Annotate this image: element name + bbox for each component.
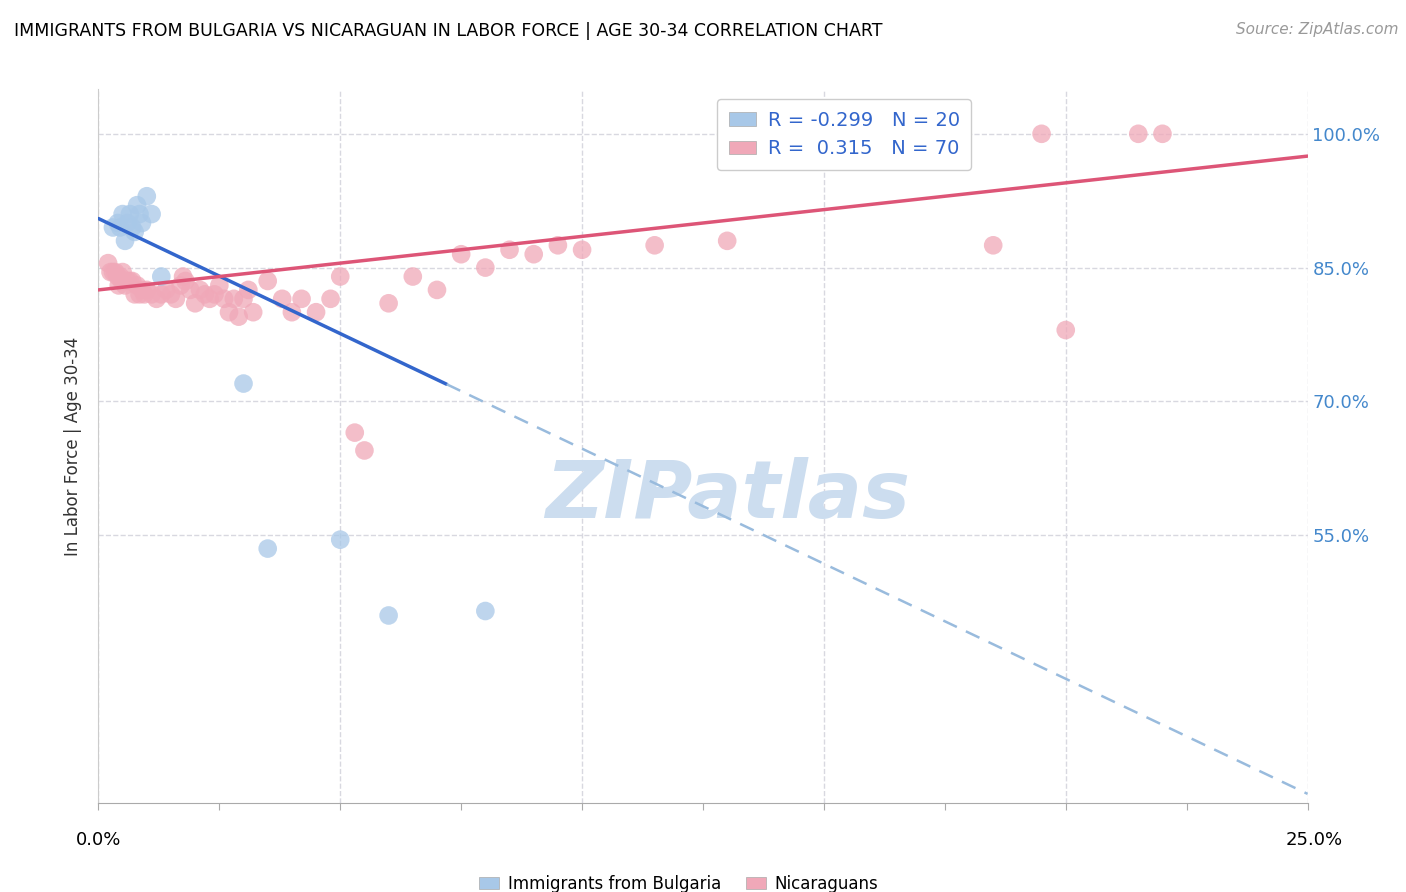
Point (111, 274, 134, 288)
Point (238, 283, 260, 297)
Point (108, 269, 131, 284)
Point (128, 287, 150, 301)
Point (343, 425, 366, 440)
Point (124, 287, 146, 301)
Point (353, 443, 375, 458)
Point (1128, 127, 1150, 141)
Point (204, 287, 226, 301)
Point (256, 274, 278, 288)
Point (232, 292, 254, 306)
Point (450, 247, 472, 261)
Point (141, 287, 163, 301)
Point (101, 220, 124, 235)
Point (150, 287, 173, 301)
Point (111, 207, 134, 221)
Point (135, 283, 157, 297)
Point (329, 533, 352, 547)
Point (184, 296, 207, 310)
Point (179, 283, 201, 297)
Point (169, 278, 191, 293)
Point (256, 541, 278, 556)
Point (232, 376, 254, 391)
Point (135, 189, 157, 203)
Point (101, 265, 124, 279)
Point (174, 274, 197, 288)
Point (305, 305, 328, 319)
Legend: R = -0.299   N = 20, R =  0.315   N = 70: R = -0.299 N = 20, R = 0.315 N = 70 (717, 99, 972, 170)
Y-axis label: In Labor Force | Age 30-34: In Labor Force | Age 30-34 (65, 336, 83, 556)
Point (188, 283, 211, 297)
Point (97, 256, 120, 270)
Point (111, 265, 134, 279)
Point (498, 243, 520, 257)
Point (118, 207, 141, 221)
Point (131, 283, 153, 297)
Point (377, 296, 399, 310)
Point (131, 216, 153, 230)
Point (571, 243, 593, 257)
Text: 25.0%: 25.0% (1286, 831, 1343, 849)
Point (290, 292, 312, 306)
Point (228, 310, 250, 324)
Point (107, 269, 129, 284)
Point (124, 225, 146, 239)
Text: IMMIGRANTS FROM BULGARIA VS NICARAGUAN IN LABOR FORCE | AGE 30-34 CORRELATION CH: IMMIGRANTS FROM BULGARIA VS NICARAGUAN I… (14, 22, 883, 40)
Point (107, 278, 129, 293)
Point (644, 238, 666, 252)
Point (281, 305, 304, 319)
Point (118, 274, 141, 288)
Point (329, 269, 352, 284)
Point (474, 604, 496, 618)
Point (114, 234, 136, 248)
Point (145, 292, 167, 306)
Point (172, 269, 194, 284)
Text: 0.0%: 0.0% (76, 831, 121, 849)
Point (194, 287, 217, 301)
Point (319, 292, 342, 306)
Point (222, 292, 245, 306)
Point (121, 220, 143, 235)
Point (218, 305, 240, 319)
Point (100, 265, 122, 279)
Point (117, 274, 139, 288)
Point (426, 283, 449, 297)
Point (242, 305, 264, 319)
Point (523, 247, 546, 261)
Point (198, 292, 221, 306)
Point (128, 207, 150, 221)
Point (108, 220, 131, 235)
Point (117, 216, 139, 230)
Point (212, 292, 235, 306)
Point (402, 269, 425, 284)
Point (1152, 127, 1174, 141)
Point (127, 278, 149, 293)
Point (107, 216, 129, 230)
Point (165, 292, 187, 306)
Point (121, 274, 143, 288)
Point (271, 292, 294, 306)
Point (104, 265, 127, 279)
Point (716, 234, 738, 248)
Point (114, 278, 136, 293)
Point (160, 287, 183, 301)
Point (981, 238, 1004, 252)
Text: Source: ZipAtlas.com: Source: ZipAtlas.com (1236, 22, 1399, 37)
Point (1054, 323, 1077, 337)
Text: ZIPatlas: ZIPatlas (544, 457, 910, 535)
Point (474, 260, 496, 275)
Point (377, 608, 399, 623)
Point (886, 127, 908, 141)
Point (208, 278, 231, 293)
Point (155, 283, 177, 297)
Point (150, 269, 173, 284)
Point (547, 238, 569, 252)
Point (134, 287, 156, 301)
Point (1031, 127, 1053, 141)
Point (141, 207, 163, 221)
Point (127, 198, 149, 212)
